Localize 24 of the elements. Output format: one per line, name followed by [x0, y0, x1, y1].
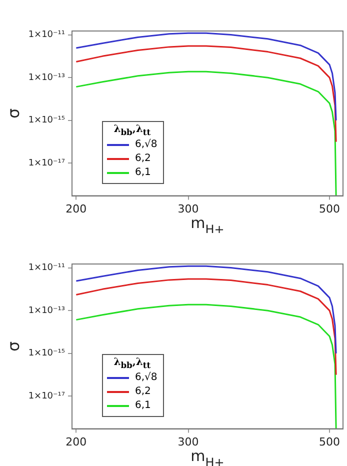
y-tick-label: 1×10⁻¹⁵	[28, 348, 66, 359]
legend-label: 6,1	[135, 400, 151, 412]
x-tick-label: 200	[66, 435, 87, 448]
x-tick-label: 300	[178, 435, 199, 448]
legend-label: 6,1	[135, 167, 151, 178]
y-axis-title: σ	[4, 341, 23, 352]
y-axis-title: σ	[4, 108, 23, 118]
legend-title: λ$_{bb}$,λ$_{tt}$	[112, 356, 152, 370]
legend-label: 6,2	[135, 153, 151, 164]
x-tick-label: 200	[66, 202, 87, 216]
x-tick-label: 500	[319, 435, 340, 448]
x-tick-label: 300	[178, 202, 199, 216]
legend-title: λ$_{bb}$,λ$_{tt}$	[112, 124, 152, 137]
y-tick-label: 1×10⁻¹⁵	[28, 116, 66, 126]
legend-label: 6,2	[135, 386, 151, 398]
y-tick-label: 1×10⁻¹³	[28, 72, 66, 83]
y-tick-label: 1×10⁻¹⁷	[28, 392, 66, 402]
y-tick-label: 1×10⁻¹¹	[28, 263, 66, 274]
y-tick-label: 1×10⁻¹³	[28, 306, 66, 316]
y-tick-label: 1×10⁻¹⁷	[28, 158, 66, 169]
legend-label: 6,√8	[135, 139, 158, 150]
legend-label: 6,√8	[135, 372, 158, 384]
x-tick-label: 500	[319, 202, 340, 216]
y-tick-label: 1×10⁻¹¹	[28, 30, 66, 40]
